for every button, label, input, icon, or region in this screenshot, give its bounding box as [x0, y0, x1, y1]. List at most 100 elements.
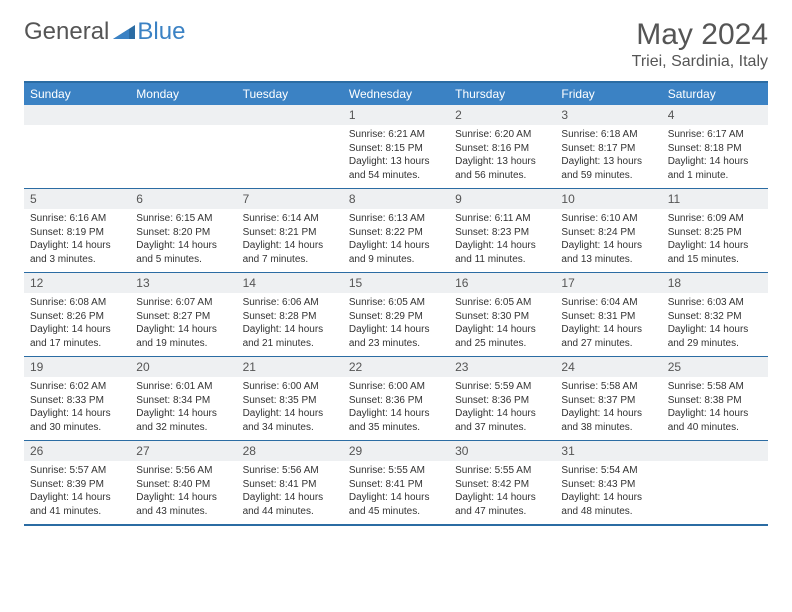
day-number-cell: 16	[449, 273, 555, 294]
day-info-line: Sunset: 8:35 PM	[243, 394, 337, 408]
day-number-cell: 1	[343, 105, 449, 125]
col-header: Wednesday	[343, 82, 449, 105]
day-content-cell: Sunrise: 6:15 AMSunset: 8:20 PMDaylight:…	[130, 209, 236, 273]
day-number-cell: 10	[555, 189, 661, 210]
day-number-cell: 12	[24, 273, 130, 294]
day-info-line: Sunset: 8:43 PM	[561, 478, 655, 492]
day-info-line: Daylight: 14 hours and 37 minutes.	[455, 407, 549, 434]
day-number-row: 12131415161718	[24, 273, 768, 294]
day-info-line: Sunrise: 6:11 AM	[455, 212, 549, 226]
col-header: Friday	[555, 82, 661, 105]
day-info-line: Daylight: 14 hours and 19 minutes.	[136, 323, 230, 350]
day-number-cell: 11	[662, 189, 768, 210]
day-content-cell: Sunrise: 6:17 AMSunset: 8:18 PMDaylight:…	[662, 125, 768, 189]
day-number-cell: 17	[555, 273, 661, 294]
day-info-line: Sunrise: 6:07 AM	[136, 296, 230, 310]
day-content-cell: Sunrise: 6:06 AMSunset: 8:28 PMDaylight:…	[237, 293, 343, 357]
col-header: Tuesday	[237, 82, 343, 105]
day-info-line: Sunrise: 6:05 AM	[349, 296, 443, 310]
day-content-cell: Sunrise: 6:03 AMSunset: 8:32 PMDaylight:…	[662, 293, 768, 357]
day-info-line: Sunrise: 6:04 AM	[561, 296, 655, 310]
day-info-line: Daylight: 14 hours and 34 minutes.	[243, 407, 337, 434]
day-info-line: Daylight: 14 hours and 47 minutes.	[455, 491, 549, 518]
day-info-line: Sunset: 8:19 PM	[30, 226, 124, 240]
day-content-cell: Sunrise: 5:54 AMSunset: 8:43 PMDaylight:…	[555, 461, 661, 525]
day-info-line: Daylight: 14 hours and 38 minutes.	[561, 407, 655, 434]
day-info-line: Daylight: 14 hours and 13 minutes.	[561, 239, 655, 266]
day-info-line: Sunrise: 5:58 AM	[561, 380, 655, 394]
day-info-line: Sunset: 8:34 PM	[136, 394, 230, 408]
day-number-cell: 20	[130, 357, 236, 378]
day-content-cell: Sunrise: 6:04 AMSunset: 8:31 PMDaylight:…	[555, 293, 661, 357]
day-number-cell	[662, 441, 768, 462]
day-number-cell: 6	[130, 189, 236, 210]
day-info-line: Sunrise: 6:00 AM	[243, 380, 337, 394]
day-number-cell: 4	[662, 105, 768, 125]
day-info-line: Sunset: 8:33 PM	[30, 394, 124, 408]
day-info-line: Daylight: 14 hours and 43 minutes.	[136, 491, 230, 518]
day-number-cell: 14	[237, 273, 343, 294]
day-content-cell: Sunrise: 6:01 AMSunset: 8:34 PMDaylight:…	[130, 377, 236, 441]
day-number-cell: 28	[237, 441, 343, 462]
day-info-line: Sunrise: 6:00 AM	[349, 380, 443, 394]
day-info-line: Sunrise: 6:06 AM	[243, 296, 337, 310]
calendar-table: Sunday Monday Tuesday Wednesday Thursday…	[24, 81, 768, 526]
day-info-line: Sunrise: 6:20 AM	[455, 128, 549, 142]
day-info-line: Sunrise: 5:56 AM	[136, 464, 230, 478]
day-info-line: Sunrise: 5:58 AM	[668, 380, 762, 394]
day-content-cell: Sunrise: 6:09 AMSunset: 8:25 PMDaylight:…	[662, 209, 768, 273]
day-content-cell: Sunrise: 6:07 AMSunset: 8:27 PMDaylight:…	[130, 293, 236, 357]
day-content-row: Sunrise: 6:02 AMSunset: 8:33 PMDaylight:…	[24, 377, 768, 441]
day-info-line: Daylight: 14 hours and 35 minutes.	[349, 407, 443, 434]
day-info-line: Sunrise: 5:54 AM	[561, 464, 655, 478]
brand-part1: General	[24, 18, 109, 46]
day-content-row: Sunrise: 5:57 AMSunset: 8:39 PMDaylight:…	[24, 461, 768, 525]
day-number-cell: 22	[343, 357, 449, 378]
day-info-line: Sunrise: 6:01 AM	[136, 380, 230, 394]
day-number-row: 19202122232425	[24, 357, 768, 378]
day-info-line: Sunrise: 6:21 AM	[349, 128, 443, 142]
col-header: Sunday	[24, 82, 130, 105]
day-content-cell: Sunrise: 6:16 AMSunset: 8:19 PMDaylight:…	[24, 209, 130, 273]
day-number-cell: 19	[24, 357, 130, 378]
day-number-cell	[130, 105, 236, 125]
day-info-line: Daylight: 13 hours and 54 minutes.	[349, 155, 443, 182]
day-info-line: Daylight: 14 hours and 17 minutes.	[30, 323, 124, 350]
day-info-line: Sunset: 8:39 PM	[30, 478, 124, 492]
col-header: Thursday	[449, 82, 555, 105]
day-info-line: Sunrise: 6:08 AM	[30, 296, 124, 310]
day-info-line: Daylight: 14 hours and 5 minutes.	[136, 239, 230, 266]
day-content-cell: Sunrise: 6:13 AMSunset: 8:22 PMDaylight:…	[343, 209, 449, 273]
day-content-cell: Sunrise: 6:18 AMSunset: 8:17 PMDaylight:…	[555, 125, 661, 189]
day-info-line: Daylight: 14 hours and 48 minutes.	[561, 491, 655, 518]
day-info-line: Sunset: 8:41 PM	[349, 478, 443, 492]
day-content-cell	[237, 125, 343, 189]
day-content-cell: Sunrise: 5:58 AMSunset: 8:37 PMDaylight:…	[555, 377, 661, 441]
day-content-cell	[130, 125, 236, 189]
day-info-line: Daylight: 14 hours and 7 minutes.	[243, 239, 337, 266]
day-info-line: Sunset: 8:17 PM	[561, 142, 655, 156]
day-info-line: Sunset: 8:26 PM	[30, 310, 124, 324]
logo-triangle-icon	[113, 18, 135, 46]
day-info-line: Sunset: 8:32 PM	[668, 310, 762, 324]
day-content-cell: Sunrise: 6:08 AMSunset: 8:26 PMDaylight:…	[24, 293, 130, 357]
day-content-cell: Sunrise: 6:14 AMSunset: 8:21 PMDaylight:…	[237, 209, 343, 273]
day-content-cell	[24, 125, 130, 189]
day-info-line: Sunset: 8:28 PM	[243, 310, 337, 324]
brand-part2: Blue	[137, 18, 185, 46]
day-number-cell	[24, 105, 130, 125]
day-info-line: Daylight: 14 hours and 44 minutes.	[243, 491, 337, 518]
day-content-cell: Sunrise: 5:55 AMSunset: 8:42 PMDaylight:…	[449, 461, 555, 525]
header: General Blue May 2024 Triei, Sardinia, I…	[24, 18, 768, 71]
day-number-cell: 25	[662, 357, 768, 378]
day-content-row: Sunrise: 6:21 AMSunset: 8:15 PMDaylight:…	[24, 125, 768, 189]
day-number-cell: 24	[555, 357, 661, 378]
day-number-row: 1234	[24, 105, 768, 125]
day-info-line: Sunset: 8:36 PM	[349, 394, 443, 408]
day-number-cell: 2	[449, 105, 555, 125]
day-number-cell: 15	[343, 273, 449, 294]
day-number-cell: 13	[130, 273, 236, 294]
title-block: May 2024 Triei, Sardinia, Italy	[632, 18, 768, 71]
day-content-cell: Sunrise: 6:11 AMSunset: 8:23 PMDaylight:…	[449, 209, 555, 273]
day-info-line: Sunrise: 6:17 AM	[668, 128, 762, 142]
